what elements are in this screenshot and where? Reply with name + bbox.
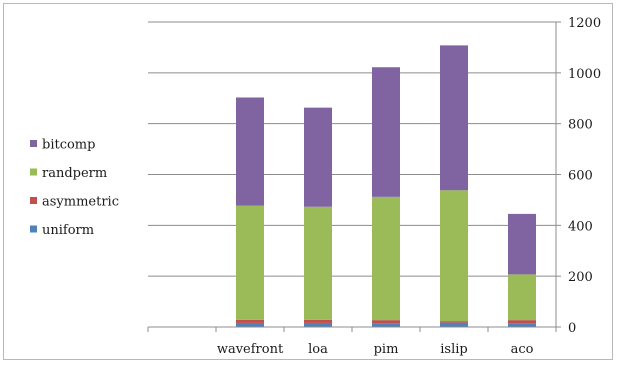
bar-segment-uniform bbox=[508, 323, 536, 327]
bar-segment-asymmetric bbox=[508, 320, 536, 324]
bar-segment-bitcomp bbox=[304, 107, 332, 207]
y-tick-label: 1000 bbox=[568, 67, 601, 82]
bar-segment-randperm bbox=[304, 206, 332, 320]
bar-segment-uniform bbox=[304, 322, 332, 327]
bar-segment-uniform bbox=[440, 322, 468, 327]
y-tick-label: 600 bbox=[568, 169, 593, 184]
bar-segment-randperm bbox=[372, 196, 400, 321]
legend-label: randperm bbox=[42, 166, 107, 181]
x-category-label: pim bbox=[374, 342, 399, 357]
legend-label: asymmetric bbox=[42, 195, 119, 210]
bars bbox=[236, 45, 536, 327]
bar-segment-asymmetric bbox=[304, 319, 332, 323]
y-tick-labels: 0 200 400 600 800 1000 1200 bbox=[568, 16, 601, 336]
x-category-label: aco bbox=[511, 342, 534, 357]
bar-segment-uniform bbox=[372, 323, 400, 327]
legend-label: uniform bbox=[42, 223, 94, 238]
legend-swatch bbox=[30, 225, 37, 233]
bar-segment-bitcomp bbox=[440, 45, 468, 191]
bar-segment-bitcomp bbox=[372, 67, 400, 197]
x-category-label: wavefront bbox=[217, 342, 284, 357]
bar-segment-asymmetric bbox=[440, 321, 468, 323]
legend: bitcomp randperm asymmetric uniform bbox=[30, 138, 119, 238]
bar-segment-uniform bbox=[236, 322, 264, 327]
legend-swatch bbox=[30, 168, 37, 176]
y-tick-label: 400 bbox=[568, 219, 593, 234]
y-tick-label: 0 bbox=[568, 321, 576, 336]
legend-swatch bbox=[30, 197, 37, 204]
legend-label: bitcomp bbox=[42, 138, 95, 153]
bar-segment-bitcomp bbox=[508, 213, 536, 275]
axes bbox=[147, 21, 561, 332]
bar-segment-randperm bbox=[440, 190, 468, 322]
legend-swatch bbox=[30, 140, 37, 147]
y-tick-label: 800 bbox=[568, 118, 593, 133]
bar-segment-randperm bbox=[236, 205, 264, 320]
bar-segment-asymmetric bbox=[236, 319, 264, 323]
x-category-labels: wavefront loa pim islip aco bbox=[217, 342, 534, 357]
x-category-label: islip bbox=[440, 342, 467, 357]
x-category-label: loa bbox=[308, 342, 328, 357]
y-tick-label: 200 bbox=[568, 270, 593, 285]
bar-segment-randperm bbox=[508, 274, 536, 321]
bar-segment-asymmetric bbox=[372, 320, 400, 324]
y-tick-label: 1200 bbox=[568, 16, 601, 31]
gridlines bbox=[148, 21, 556, 277]
bar-segment-bitcomp bbox=[236, 97, 264, 206]
